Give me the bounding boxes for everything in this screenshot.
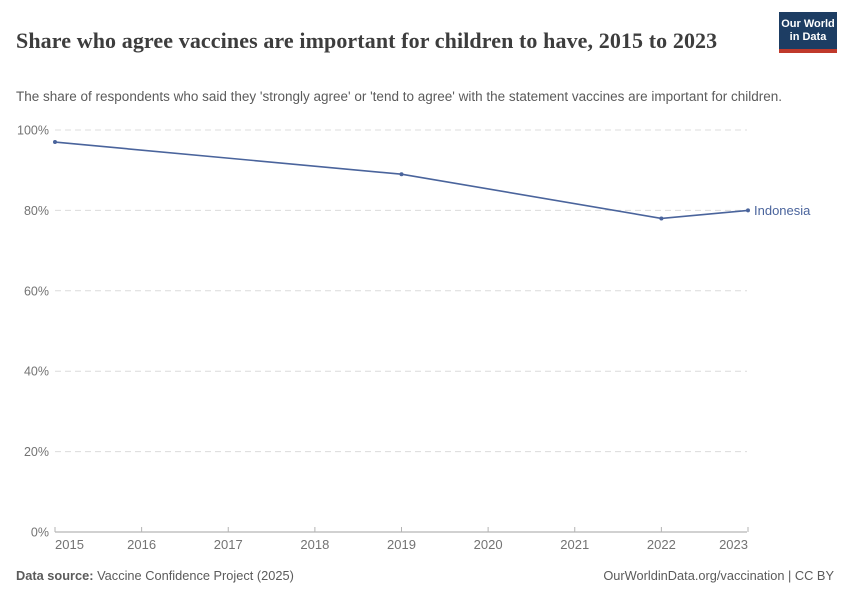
data-source: Data source: Vaccine Confidence Project … — [16, 568, 294, 583]
series-label[interactable]: Indonesia — [754, 203, 811, 218]
data-point[interactable] — [746, 208, 750, 213]
chart-subtitle: The share of respondents who said they '… — [16, 88, 782, 104]
x-tick-label: 2017 — [214, 537, 243, 552]
x-tick-label: 2018 — [300, 537, 329, 552]
x-tick-label: 2022 — [647, 537, 676, 552]
y-tick-label: 40% — [24, 365, 49, 379]
data-source-value: Vaccine Confidence Project (2025) — [93, 568, 294, 583]
owid-logo-line1: Our World — [781, 18, 835, 30]
y-tick-label: 80% — [24, 204, 49, 218]
page-title: Share who agree vaccines are important f… — [16, 27, 718, 53]
y-tick-label: 100% — [17, 124, 49, 138]
data-line[interactable] — [54, 141, 749, 220]
data-source-label: Data source: — [16, 568, 94, 583]
data-point[interactable] — [659, 216, 664, 221]
data-point[interactable] — [399, 172, 404, 177]
y-tick-label: 20% — [24, 445, 49, 459]
chart-footer: Data source: Vaccine Confidence Project … — [16, 568, 834, 583]
owid-logo-line2: in Data — [789, 31, 827, 43]
x-tick-label: 2019 — [387, 537, 416, 552]
x-tick-label: 2020 — [474, 537, 503, 552]
y-tick-label: 0% — [31, 526, 49, 540]
data-point[interactable] — [53, 140, 57, 145]
owid-logo[interactable]: Our World in Data — [779, 12, 837, 53]
x-tick-label: 2023 — [719, 537, 748, 552]
x-tick-label: 2016 — [127, 537, 156, 552]
y-tick-label: 60% — [24, 284, 49, 298]
x-tick-label: 2021 — [560, 537, 589, 552]
license-link[interactable]: OurWorldinData.org/vaccination | CC BY — [603, 568, 834, 583]
x-tick-label: 2015 — [55, 537, 84, 552]
